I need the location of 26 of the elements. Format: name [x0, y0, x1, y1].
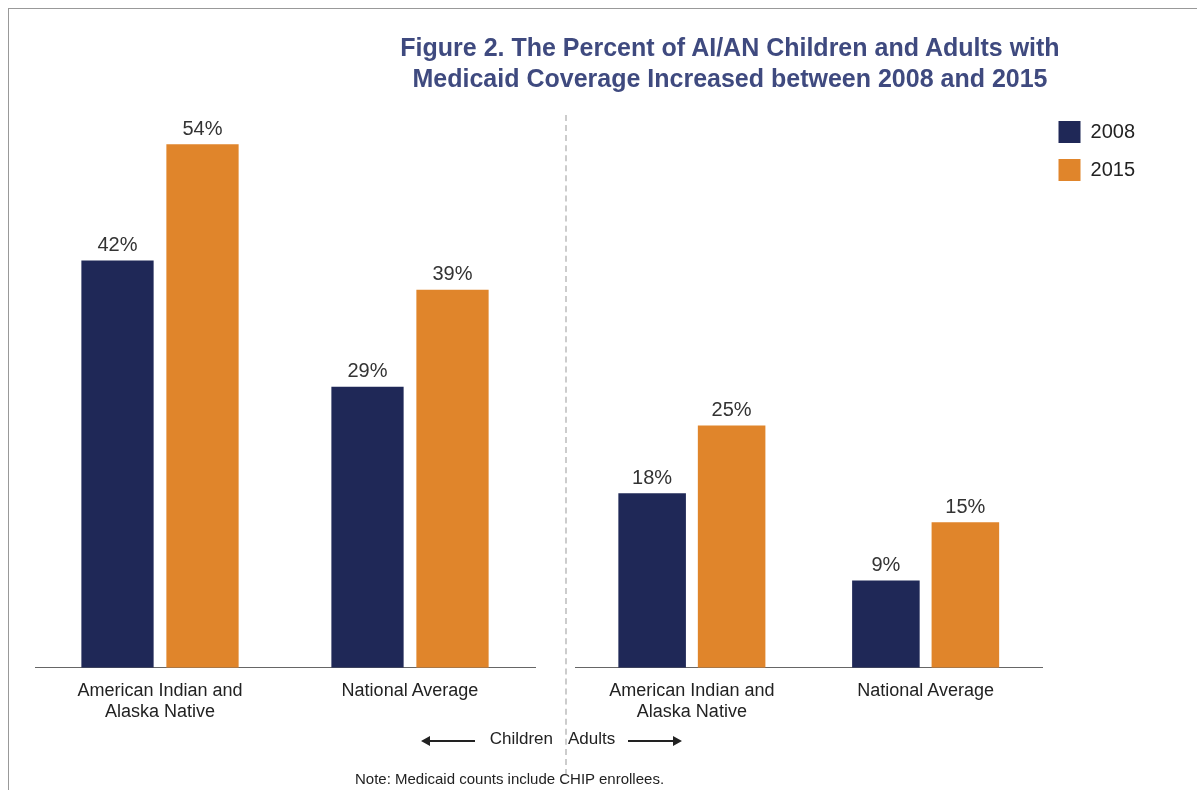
x-tick-label: National Average	[341, 679, 479, 700]
bar	[852, 580, 920, 668]
bar	[331, 386, 404, 668]
bar	[166, 144, 239, 668]
legend-label: 2008	[1090, 119, 1136, 142]
x-tick-label: American Indian and Alaska Native	[77, 679, 243, 722]
bar	[618, 493, 686, 668]
data-label: 42%	[97, 233, 138, 256]
bar	[81, 260, 154, 668]
bar	[697, 425, 766, 668]
data-label: 29%	[347, 359, 388, 382]
data-label: 15%	[945, 494, 986, 517]
data-label: 9%	[871, 553, 901, 576]
x-tick-label: American Indian and Alaska Native	[609, 679, 775, 722]
bar	[416, 289, 489, 668]
data-label: 18%	[632, 465, 673, 488]
data-label: 25%	[711, 397, 752, 420]
data-label: 54%	[182, 116, 223, 139]
text: Note: Medicaid counts include CHIP enrollees.	[355, 770, 665, 787]
text: Adults	[568, 729, 616, 749]
data-label: 39%	[432, 262, 473, 285]
bar	[931, 522, 1000, 668]
x-tick-label: National Average	[857, 679, 995, 700]
text: Figure 2. The Percent of AI/AN Children and Adults with Medicaid Coverage Increased between 2008 and 2015	[399, 32, 1061, 94]
text: Children	[489, 729, 553, 749]
legend-label: 2015	[1090, 157, 1136, 180]
